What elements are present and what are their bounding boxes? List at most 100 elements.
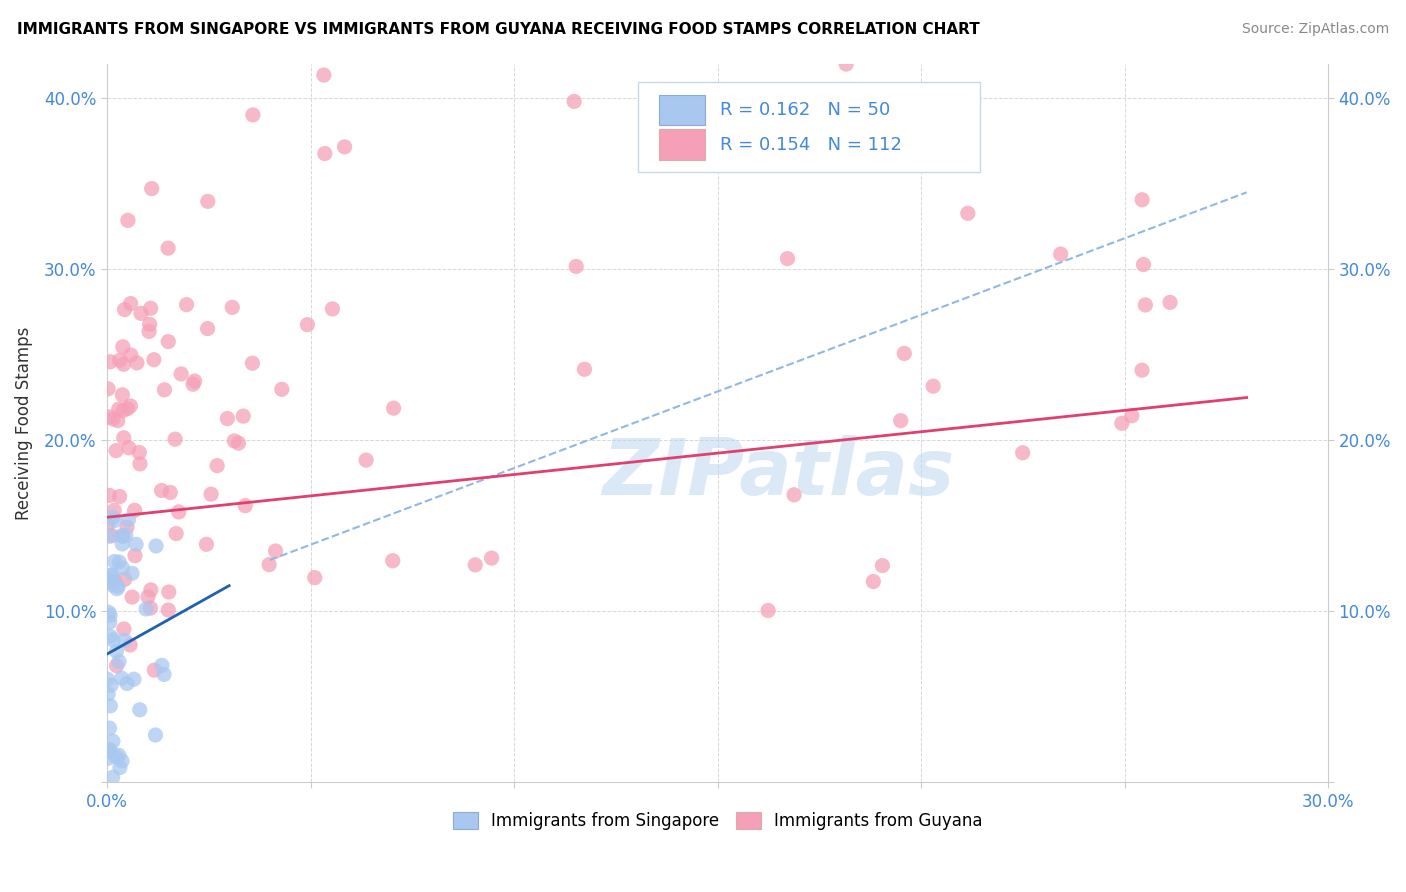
Point	[1049, 247, 1071, 261]
Point	[124, 503, 146, 517]
Point	[381, 554, 404, 568]
Point	[114, 528, 136, 542]
Point	[118, 441, 141, 455]
Point	[125, 537, 148, 551]
Point	[1132, 258, 1154, 272]
Point	[124, 549, 146, 563]
Point	[107, 414, 129, 428]
Point	[97, 687, 120, 701]
Point	[893, 346, 915, 360]
Point	[224, 434, 246, 448]
Point	[97, 744, 120, 758]
Point	[104, 514, 127, 528]
Point	[117, 401, 139, 416]
Point	[98, 529, 121, 543]
Point	[574, 362, 596, 376]
Point	[111, 529, 134, 543]
Point	[228, 436, 250, 450]
Bar	[659, 95, 706, 125]
Point	[956, 206, 979, 220]
Point	[117, 513, 139, 527]
Point	[138, 325, 160, 339]
Point	[138, 318, 160, 332]
Point	[107, 748, 129, 763]
Point	[354, 453, 377, 467]
Point	[111, 537, 134, 551]
Point	[165, 432, 187, 446]
Point	[96, 517, 118, 532]
Point	[170, 367, 193, 381]
Point	[382, 401, 405, 416]
Point	[98, 629, 121, 643]
Point	[101, 412, 124, 426]
Point	[108, 760, 131, 774]
Point	[565, 260, 588, 274]
Point	[150, 658, 173, 673]
Point	[97, 605, 120, 619]
Text: ZIPatlas: ZIPatlas	[603, 435, 955, 511]
Point	[100, 678, 122, 692]
Point	[121, 566, 143, 581]
Point	[101, 770, 124, 784]
Point	[111, 671, 134, 685]
Point	[108, 555, 131, 569]
Legend: Immigrants from Singapore, Immigrants from Guyana: Immigrants from Singapore, Immigrants fr…	[447, 807, 987, 835]
Point	[98, 409, 121, 424]
Point	[101, 578, 124, 592]
Point	[101, 528, 124, 542]
Point	[104, 574, 127, 589]
Point	[115, 520, 138, 534]
Point	[114, 573, 136, 587]
Point	[111, 340, 134, 354]
Point	[107, 402, 129, 417]
Point	[481, 551, 503, 566]
Point	[270, 382, 292, 396]
Point	[107, 579, 129, 593]
Point	[96, 672, 118, 686]
Point	[120, 296, 142, 310]
Point	[97, 382, 120, 396]
Point	[197, 194, 219, 209]
Point	[464, 558, 486, 572]
FancyBboxPatch shape	[638, 82, 980, 172]
Point	[98, 742, 121, 756]
Point	[98, 698, 121, 713]
Point	[97, 751, 120, 765]
Point	[333, 140, 356, 154]
Point	[145, 539, 167, 553]
Point	[135, 602, 157, 616]
Point	[103, 503, 125, 517]
Point	[111, 403, 134, 417]
Point	[1130, 193, 1153, 207]
Point	[1135, 298, 1157, 312]
Point	[1159, 295, 1181, 310]
Point	[195, 537, 218, 551]
Point	[128, 703, 150, 717]
Point	[114, 633, 136, 648]
Point	[111, 754, 134, 768]
Point	[312, 68, 335, 82]
Point	[139, 582, 162, 597]
Bar	[659, 129, 706, 160]
Point	[111, 561, 134, 575]
Point	[257, 558, 280, 572]
Point	[1130, 363, 1153, 377]
Point	[142, 352, 165, 367]
Point	[115, 676, 138, 690]
Point	[141, 181, 163, 195]
Point	[98, 355, 121, 369]
Point	[122, 672, 145, 686]
Point	[128, 445, 150, 459]
Point	[121, 590, 143, 604]
Point	[890, 414, 912, 428]
Point	[167, 505, 190, 519]
Point	[205, 458, 228, 473]
Point	[105, 443, 128, 458]
Point	[314, 146, 336, 161]
Point	[562, 95, 585, 109]
Point	[129, 306, 152, 320]
Point	[862, 574, 884, 589]
Point	[111, 388, 134, 402]
Point	[103, 554, 125, 568]
Point	[129, 457, 152, 471]
